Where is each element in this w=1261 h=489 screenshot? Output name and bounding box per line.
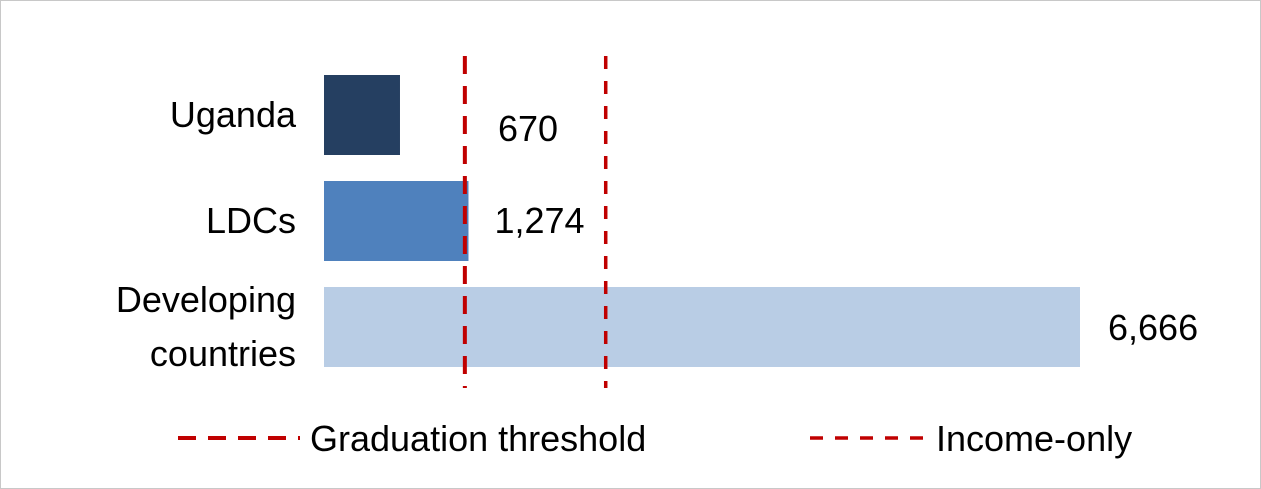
bar-0	[324, 75, 400, 155]
category-label-1: LDCs	[206, 200, 296, 241]
value-label-0: 670	[498, 108, 558, 149]
category-label-0: Uganda	[170, 94, 297, 135]
bar-1	[324, 181, 469, 261]
value-label-2: 6,666	[1108, 307, 1198, 348]
bar-2	[324, 287, 1080, 367]
legend-label-0: Graduation threshold	[310, 418, 646, 459]
value-label-1: 1,274	[494, 200, 584, 241]
legend-label-1: Income-only	[936, 418, 1132, 459]
category-label-2: Developing countries	[116, 279, 296, 374]
